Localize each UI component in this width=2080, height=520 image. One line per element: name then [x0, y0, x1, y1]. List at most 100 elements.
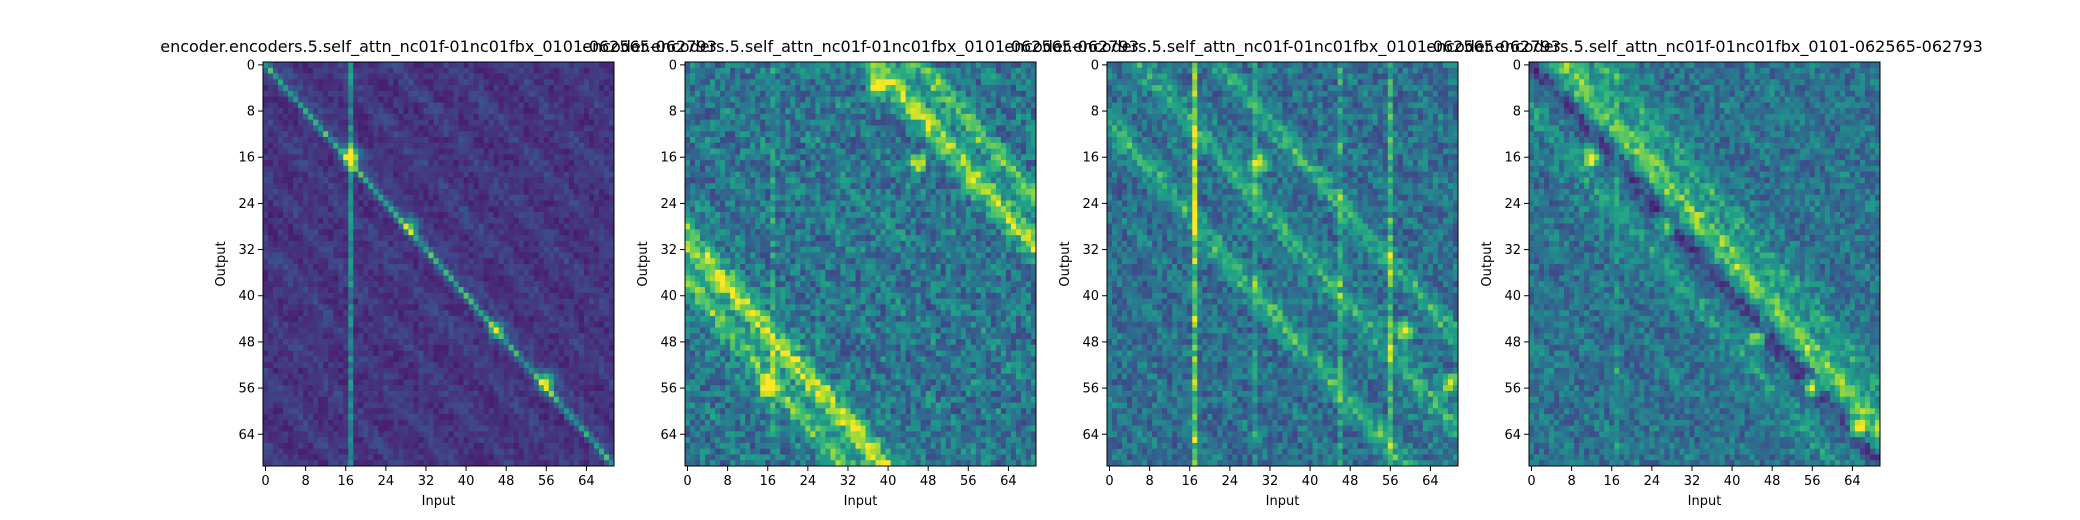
heatmap-cell [518, 62, 525, 69]
heatmap-cell [428, 85, 434, 92]
heatmap-cell [293, 113, 299, 121]
heatmap-cell [378, 154, 384, 161]
heatmap-cell [418, 281, 424, 288]
heatmap-cell [363, 321, 369, 328]
heatmap-cell [423, 108, 429, 115]
heatmap-cell [498, 356, 505, 363]
heatmap-cell [283, 298, 289, 305]
heatmap-cell [473, 402, 480, 409]
heatmap-cell [308, 315, 314, 323]
heatmap-cell [498, 165, 505, 173]
heatmap-cell [308, 269, 314, 276]
heatmap-cell [468, 165, 474, 173]
heatmap-cell [288, 448, 294, 455]
heatmap-cell [413, 200, 419, 207]
heatmap-cell [760, 62, 766, 69]
heatmap-cell [353, 437, 359, 444]
heatmap-cell [513, 252, 520, 259]
heatmap-cell [278, 414, 284, 421]
heatmap-cell [268, 125, 274, 132]
heatmap-cell [393, 125, 399, 132]
heatmap-cell [343, 385, 349, 392]
heatmap-cell [438, 148, 444, 155]
heatmap-cell [308, 373, 314, 380]
heatmap-cell [543, 131, 550, 138]
heatmap-cell [338, 240, 344, 248]
heatmap-cell [268, 356, 274, 363]
heatmap-cell [558, 67, 565, 74]
heatmap-cell [328, 327, 334, 334]
heatmap-cell [593, 310, 600, 317]
heatmap-cell [528, 183, 535, 190]
heatmap-cell [438, 137, 444, 144]
heatmap-cell [323, 188, 329, 196]
heatmap-cell [493, 206, 500, 213]
heatmap-cell [578, 171, 585, 178]
heatmap-cell [323, 154, 329, 161]
heatmap-cell [498, 315, 505, 323]
heatmap-cell [563, 367, 570, 375]
heatmap-cell [403, 437, 409, 444]
heatmap-cell [568, 437, 575, 444]
heatmap-cell [598, 67, 605, 74]
heatmap-cell [563, 246, 570, 253]
heatmap-cell [328, 281, 334, 288]
heatmap-cell [408, 281, 414, 288]
heatmap-cell [283, 188, 289, 196]
heatmap-cell [403, 177, 409, 184]
heatmap-cell [268, 252, 274, 259]
heatmap-cell [423, 442, 429, 450]
heatmap-cell [553, 425, 560, 432]
heatmap-cell [533, 356, 540, 363]
heatmap-cell [503, 125, 510, 132]
heatmap-cell [323, 240, 329, 248]
heatmap-cell [573, 188, 580, 196]
heatmap-cell [388, 437, 394, 444]
heatmap-cell [533, 402, 540, 409]
heatmap-cell [283, 275, 289, 282]
heatmap-cell [343, 373, 349, 380]
heatmap-cell [468, 177, 474, 184]
heatmap-cell [343, 287, 349, 294]
heatmap-cell [533, 390, 540, 398]
heatmap-cell [358, 448, 364, 455]
heatmap-cell [383, 367, 389, 375]
heatmap-cell [283, 448, 289, 455]
heatmap-cell [443, 160, 449, 167]
heatmap-cell [458, 321, 464, 328]
heatmap-cell [483, 287, 490, 294]
heatmap-cell [413, 223, 419, 230]
heatmap-cell [428, 125, 434, 132]
heatmap-cell [548, 229, 555, 236]
heatmap-cell [373, 304, 379, 311]
heatmap-cell [308, 258, 314, 265]
heatmap-cell [523, 113, 530, 121]
heatmap-cell [298, 344, 304, 351]
heatmap-cell [403, 194, 409, 201]
heatmap-cell [413, 321, 419, 328]
heatmap-cell [333, 200, 339, 207]
heatmap-cell [503, 73, 510, 80]
heatmap-cell [443, 223, 449, 230]
heatmap-cell [930, 62, 937, 69]
heatmap-cell [378, 246, 384, 253]
heatmap-cell [518, 85, 525, 92]
heatmap-cell [293, 246, 299, 253]
heatmap-cell [608, 183, 615, 190]
heatmap-cell [473, 460, 480, 467]
heatmap-cell [573, 321, 580, 328]
heatmap-cell [588, 246, 595, 253]
heatmap-cell [288, 258, 294, 265]
heatmap-cell [583, 431, 590, 438]
heatmap-cell [283, 79, 289, 86]
heatmap-cell [508, 160, 515, 167]
heatmap-cell [388, 148, 394, 155]
heatmap-cell [603, 90, 610, 98]
heatmap-cell [513, 200, 520, 207]
heatmap-cell [458, 425, 464, 432]
heatmap-cell [393, 362, 399, 369]
heatmap-cell [533, 217, 540, 224]
heatmap-cell [323, 310, 329, 317]
heatmap-cell [443, 269, 449, 276]
heatmap-cell [358, 315, 364, 323]
